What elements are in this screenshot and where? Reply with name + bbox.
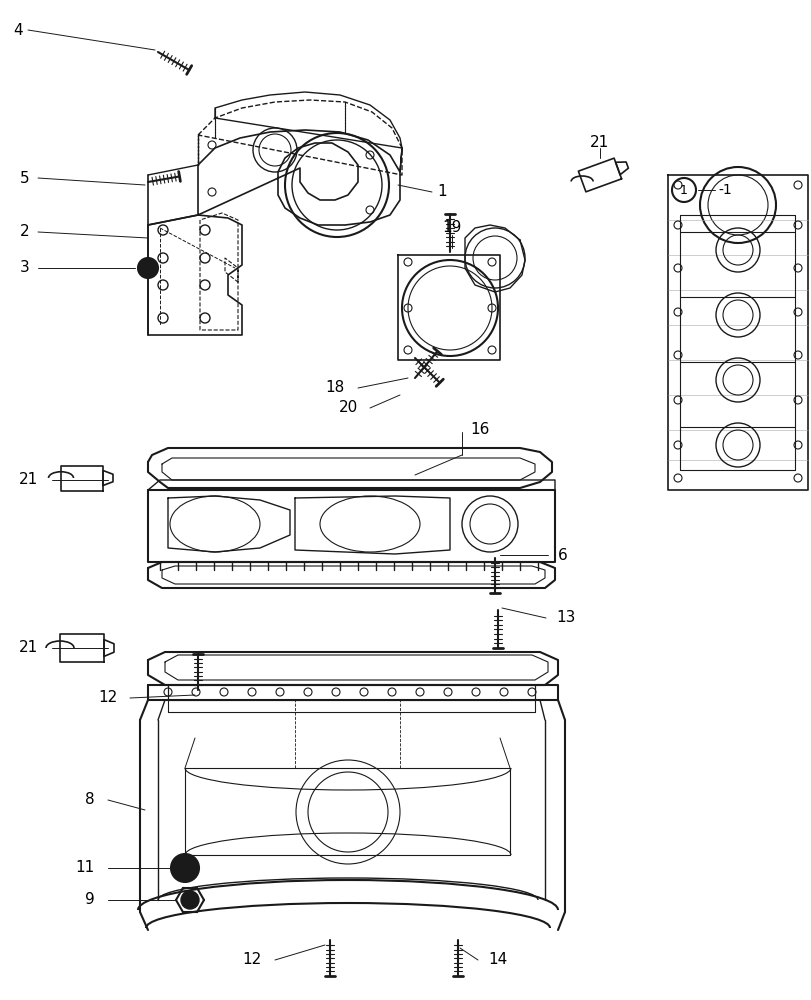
Text: 21: 21	[19, 641, 38, 656]
Text: 3: 3	[20, 260, 30, 275]
Circle shape	[138, 258, 158, 278]
Text: 2: 2	[20, 225, 30, 239]
Text: 21: 21	[590, 135, 609, 150]
Text: 18: 18	[325, 380, 345, 395]
Text: 8: 8	[85, 792, 95, 807]
Text: 4: 4	[13, 23, 23, 38]
Text: 20: 20	[338, 400, 358, 416]
Text: 16: 16	[470, 422, 489, 438]
Text: 5: 5	[20, 171, 30, 186]
Text: -1: -1	[717, 183, 731, 197]
Text: 1: 1	[436, 184, 446, 200]
Text: 11: 11	[75, 860, 95, 876]
Text: 21: 21	[19, 473, 38, 488]
Text: 12: 12	[99, 690, 118, 706]
Text: 6: 6	[557, 548, 567, 562]
Circle shape	[177, 860, 193, 876]
Text: 19: 19	[442, 221, 461, 235]
Text: 13: 13	[556, 610, 575, 626]
Circle shape	[181, 891, 199, 909]
Text: 9: 9	[85, 892, 95, 907]
Circle shape	[171, 854, 199, 882]
Text: 12: 12	[242, 952, 262, 967]
Text: 14: 14	[487, 952, 507, 967]
Text: 1: 1	[680, 184, 687, 197]
